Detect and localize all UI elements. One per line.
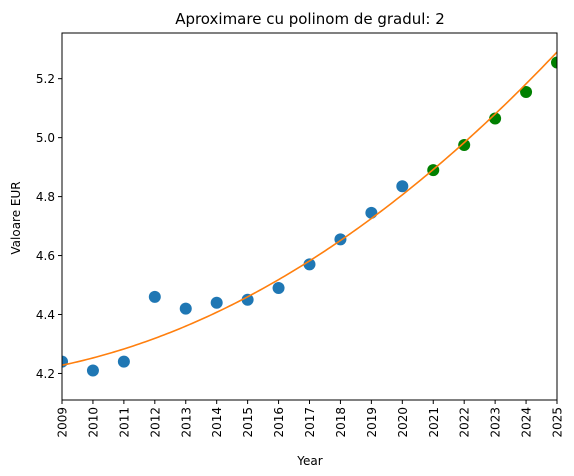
x-tick-label: 2019 bbox=[365, 407, 379, 438]
observed-point bbox=[365, 206, 378, 219]
x-tick-label: 2015 bbox=[241, 407, 255, 438]
predicted-point bbox=[458, 139, 471, 152]
observed-point bbox=[86, 364, 99, 377]
x-tick-label: 2021 bbox=[427, 407, 441, 438]
x-axis-label: Year bbox=[296, 454, 322, 468]
x-tick-label: 2023 bbox=[489, 407, 503, 438]
plot-area bbox=[62, 51, 557, 377]
y-tick-label: 5.2 bbox=[36, 72, 55, 86]
x-tick-label: 2014 bbox=[210, 407, 224, 438]
x-tick-label: 2010 bbox=[86, 407, 100, 438]
x-tick-label: 2024 bbox=[520, 407, 534, 438]
x-tick-label: 2022 bbox=[458, 407, 472, 438]
y-tick-label: 4.2 bbox=[36, 367, 55, 381]
y-tick-label: 5.0 bbox=[36, 131, 55, 145]
y-tick-label: 4.6 bbox=[36, 249, 55, 263]
x-tick-label: 2009 bbox=[56, 407, 70, 438]
fit-curve bbox=[62, 51, 557, 367]
observed-point bbox=[303, 258, 316, 271]
observed-point bbox=[117, 355, 130, 368]
x-tick-label: 2018 bbox=[334, 407, 348, 438]
x-tick-label: 2013 bbox=[179, 407, 193, 438]
x-tick-label: 2017 bbox=[303, 407, 317, 438]
axes: 2009 2010 2011 2012 2013 2014 2015 2016 2017 2018… bbox=[36, 32, 565, 438]
observed-point bbox=[148, 290, 161, 303]
chart-title: Aproximare cu polinom de gradul: 2 bbox=[175, 10, 445, 28]
y-axis-label: Valoare EUR bbox=[9, 181, 23, 254]
observed-point bbox=[241, 293, 254, 306]
predicted-point bbox=[489, 112, 502, 125]
y-tick-label: 4.4 bbox=[36, 308, 55, 322]
x-tick-label: 2020 bbox=[396, 407, 410, 438]
x-tick-label: 2016 bbox=[272, 407, 286, 438]
predicted-point bbox=[551, 56, 557, 69]
predicted-point bbox=[520, 85, 533, 98]
x-tick-label: 2011 bbox=[117, 407, 131, 438]
x-tick-label: 2025 bbox=[551, 407, 565, 438]
observed-point bbox=[179, 302, 192, 315]
x-tick-label: 2012 bbox=[148, 407, 162, 438]
y-tick-label: 4.8 bbox=[36, 190, 55, 204]
observed-point bbox=[272, 281, 285, 294]
observed-point bbox=[210, 296, 223, 309]
observed-point bbox=[396, 180, 409, 193]
